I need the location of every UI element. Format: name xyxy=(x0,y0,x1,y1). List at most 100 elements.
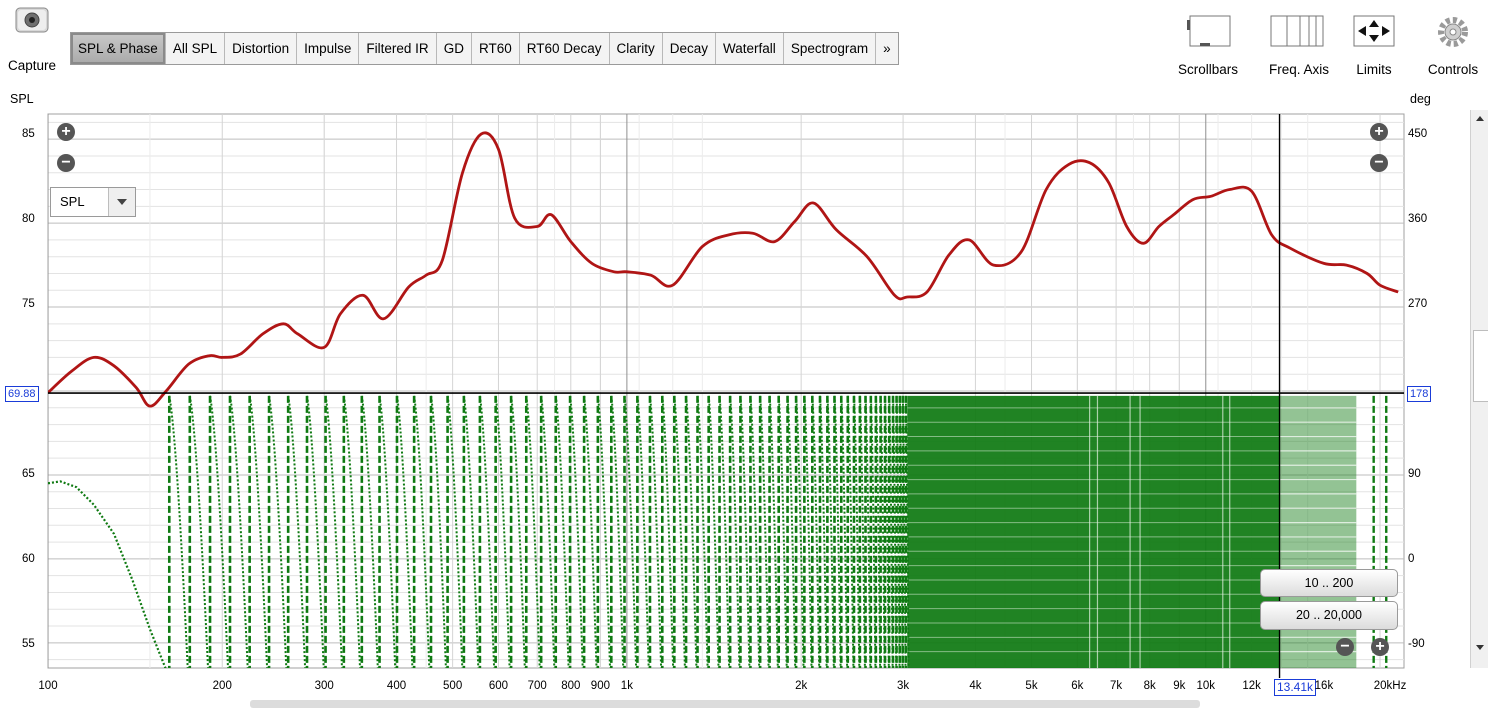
camera-icon xyxy=(15,7,49,33)
phase-trace-segment xyxy=(696,395,709,668)
tab-filtered-ir[interactable]: Filtered IR xyxy=(359,33,437,64)
phase-trace-segment xyxy=(324,395,343,668)
phase-trace-segment xyxy=(858,395,866,668)
phase-trace-segment xyxy=(494,395,511,668)
x-axis-tick: 5k xyxy=(1025,680,1038,692)
phase-trace-segment xyxy=(898,395,904,668)
phase-trace-segment xyxy=(853,395,861,668)
phase-trace-segment xyxy=(248,395,269,668)
range-10-200-button[interactable]: 10 .. 200 xyxy=(1260,569,1398,597)
dropdown-arrow-icon xyxy=(108,188,135,216)
phase-trace-segment xyxy=(673,395,686,668)
right-y-tick: 0 xyxy=(1408,553,1415,565)
phase-trace-segment xyxy=(786,395,797,668)
phase-trace-segment xyxy=(510,395,526,668)
x-axis-tick: 4k xyxy=(969,680,982,692)
freq-axis-button[interactable]: Freq. Axis xyxy=(1256,10,1342,80)
phase-trace-segment xyxy=(739,395,751,668)
zoom-in-y-right-button[interactable]: + xyxy=(1370,123,1388,141)
trace-select[interactable]: SPL xyxy=(50,187,136,217)
phase-trace-segment xyxy=(768,395,779,668)
phase-trace-segment xyxy=(819,395,828,668)
scrollbars-label: Scrollbars xyxy=(1177,62,1239,77)
right-y-tick: 450 xyxy=(1408,128,1428,140)
vertical-scrollbar[interactable] xyxy=(1470,110,1488,668)
tab-gd[interactable]: GD xyxy=(437,33,472,64)
left-y-tick: 85 xyxy=(22,128,35,140)
phase-dense-region xyxy=(907,395,1280,668)
x-axis-tick: 12k xyxy=(1242,680,1261,692)
phase-trace-segment xyxy=(811,395,821,668)
left-y-tick: 65 xyxy=(22,468,35,480)
x-axis-tick: 10k xyxy=(1196,680,1216,692)
phase-trace-segment xyxy=(306,395,325,668)
phase-trace-segment xyxy=(904,395,910,668)
phase-trace-segment xyxy=(892,395,898,668)
phase-trace-segment xyxy=(446,395,464,668)
tab-waterfall[interactable]: Waterfall xyxy=(716,33,784,64)
x-axis-tick: 100 xyxy=(38,680,58,692)
right-y-tick: 360 xyxy=(1408,213,1428,225)
phase-trace-segment xyxy=(623,395,638,668)
phase-trace-segment xyxy=(833,395,842,668)
limits-label: Limits xyxy=(1356,62,1392,77)
scrollbars-icon xyxy=(1187,15,1231,47)
tab-rt60-decay[interactable]: RT60 Decay xyxy=(520,33,610,64)
tab-decay[interactable]: Decay xyxy=(663,33,717,64)
range-20-20000-button[interactable]: 20 .. 20,000 xyxy=(1260,601,1398,630)
zoom-in-y-left-button[interactable]: + xyxy=(57,123,75,141)
x-axis-tick: 20kHz xyxy=(1373,680,1407,692)
capture-button[interactable]: Capture xyxy=(4,4,60,73)
scroll-up-arrow-icon[interactable] xyxy=(1473,112,1487,126)
phase-trace-segment xyxy=(478,395,496,668)
phase-trace-segment xyxy=(430,395,447,668)
phase-trace-segment xyxy=(749,395,761,668)
x-axis-tick: 6k xyxy=(1071,680,1084,692)
tab-all-spl[interactable]: All SPL xyxy=(166,33,226,64)
zoom-out-x-button[interactable]: − xyxy=(1336,638,1354,656)
graph-tab-bar: SPL & Phase All SPL Distortion Impulse Filte… xyxy=(70,32,899,65)
x-axis-tick: 1k xyxy=(620,680,633,692)
scroll-down-arrow-icon[interactable] xyxy=(1473,640,1487,654)
phase-trace-segment xyxy=(759,395,770,668)
tab-impulse[interactable]: Impulse xyxy=(297,33,360,64)
zoom-out-y-right-button[interactable]: − xyxy=(1370,154,1388,172)
x-axis-tick: 3k xyxy=(897,680,910,692)
frequency-cursor-readout: 13.41k xyxy=(1274,679,1317,696)
phase-trace-segment xyxy=(342,395,361,668)
scrollbars-button[interactable]: Scrollbars xyxy=(1166,10,1250,80)
x-axis-tick: 300 xyxy=(314,680,334,692)
phase-trace-segment xyxy=(48,480,167,668)
tab-distortion[interactable]: Distortion xyxy=(225,33,298,64)
phase-trace-segment xyxy=(895,395,901,668)
phase-trace-segment xyxy=(864,395,872,668)
zoom-in-x-button[interactable]: + xyxy=(1371,638,1389,656)
phase-trace-segment xyxy=(879,395,886,668)
phase-trace-segment xyxy=(803,395,813,668)
scrollbar-thumb[interactable] xyxy=(1473,330,1488,402)
tab-rt60[interactable]: RT60 xyxy=(472,33,520,64)
capture-label: Capture xyxy=(7,58,57,73)
x-axis-tick: 400 xyxy=(386,680,407,692)
x-axis-tick: 600 xyxy=(488,680,509,692)
phase-trace-segment xyxy=(525,395,541,668)
x-axis-tick: 500 xyxy=(443,680,463,692)
phase-trace-segment xyxy=(554,395,570,668)
tab-clarity[interactable]: Clarity xyxy=(610,33,663,64)
phase-trace-segment xyxy=(229,395,249,668)
zoom-out-y-left-button[interactable]: − xyxy=(57,154,75,172)
horizontal-scrollbar[interactable] xyxy=(250,700,1200,708)
right-y-tick: 270 xyxy=(1408,298,1428,310)
controls-button[interactable]: Controls xyxy=(1420,10,1486,80)
spl-trace xyxy=(48,131,1399,408)
tab-more[interactable]: » xyxy=(883,41,891,56)
limits-icon xyxy=(1353,15,1395,47)
phase-trace-segment xyxy=(462,395,480,668)
gear-icon xyxy=(1438,17,1468,47)
phase-trace-segment xyxy=(583,395,598,668)
phase-trace-segment xyxy=(360,395,379,668)
tab-spectrogram[interactable]: Spectrogram xyxy=(784,33,877,64)
limits-button[interactable]: Limits xyxy=(1346,10,1402,80)
tab-spl-phase[interactable]: SPL & Phase xyxy=(71,33,166,64)
phase-trace-segment xyxy=(869,395,877,668)
